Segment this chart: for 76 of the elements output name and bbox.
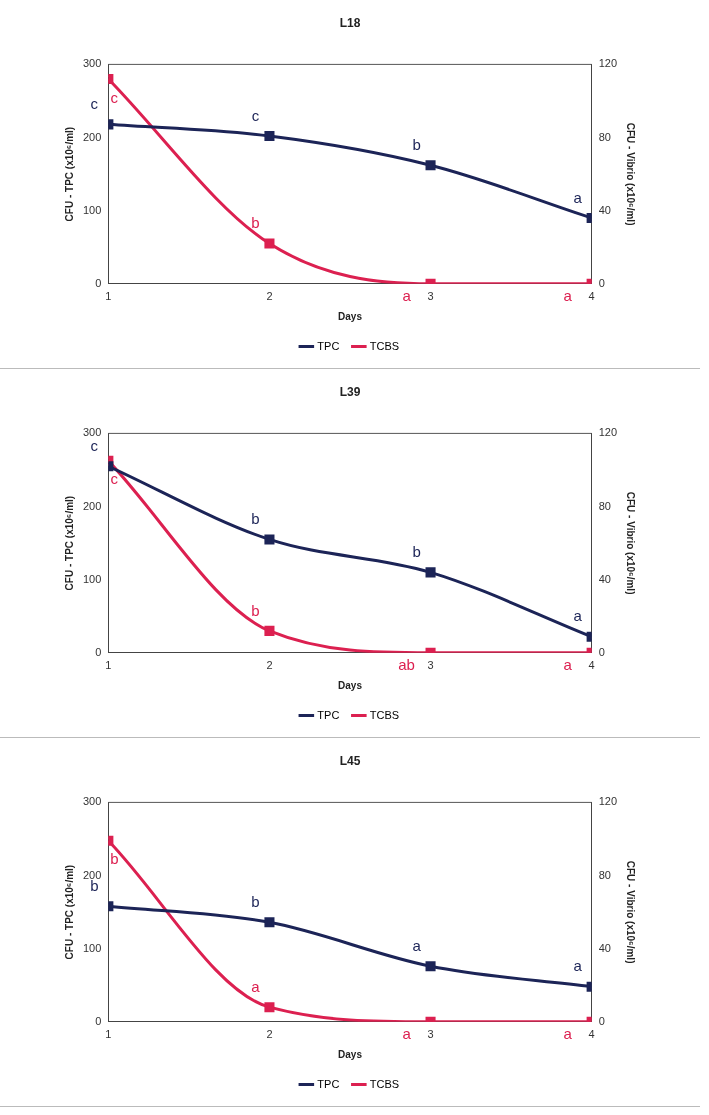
- x-tick-label: 4: [588, 290, 595, 303]
- y-tick-label: 200: [82, 130, 102, 143]
- data-label: a: [563, 1025, 573, 1043]
- y-tick-label: 100: [82, 203, 102, 216]
- x-tick-label: 3: [427, 659, 434, 672]
- y-axis-title: CFU - TPC (x10⁶/ml): [63, 126, 75, 222]
- y-tick-label: 300: [82, 426, 102, 439]
- chart-title: L39: [339, 384, 361, 399]
- y-axis-title: CFU - TPC (x10⁶/ml): [63, 495, 75, 591]
- y-tick-label: 100: [82, 572, 102, 585]
- data-label: c: [90, 95, 99, 113]
- x-tick-label: 3: [427, 1028, 434, 1041]
- y2-axis-title: CFU - Vibrio (x10⁶/ml): [625, 491, 637, 595]
- x-tick-label: 4: [588, 659, 595, 672]
- legend-label: TCBS: [369, 1077, 400, 1090]
- legend-label: TPC: [317, 1077, 340, 1090]
- x-axis-title: Days: [338, 310, 363, 322]
- y2-tick-label: 0: [598, 645, 605, 658]
- chart-title: L18: [339, 15, 361, 30]
- x-tick-label: 1: [105, 659, 112, 672]
- data-label: b: [412, 542, 421, 560]
- legend-label: TPC: [317, 708, 340, 721]
- y2-tick-label: 40: [598, 941, 611, 954]
- x-tick-label: 1: [105, 290, 112, 303]
- data-label: a: [563, 656, 573, 674]
- x-tick-label: 2: [266, 1028, 273, 1041]
- data-label: a: [573, 188, 583, 206]
- y-tick-label: 0: [95, 276, 102, 289]
- y2-tick-label: 120: [598, 426, 618, 439]
- data-label: c: [110, 470, 119, 488]
- data-label: a: [563, 287, 573, 305]
- data-label: c: [90, 436, 99, 454]
- x-tick-label: 2: [266, 659, 273, 672]
- data-label: a: [573, 957, 583, 975]
- data-label: b: [251, 214, 260, 232]
- y2-axis-title: CFU - Vibrio (x10⁶/ml): [625, 860, 637, 964]
- data-label: a: [251, 977, 261, 995]
- data-label: b: [110, 850, 119, 868]
- y-axis-title: CFU - TPC (x10⁶/ml): [63, 864, 75, 960]
- x-tick-label: 2: [266, 290, 273, 303]
- legend-label: TCBS: [369, 339, 400, 352]
- y2-tick-label: 120: [598, 795, 618, 808]
- data-label: a: [402, 1025, 412, 1043]
- chart-title: L45: [339, 753, 361, 768]
- y-tick-label: 300: [82, 795, 102, 808]
- y2-tick-label: 80: [598, 499, 611, 512]
- y2-tick-label: 40: [598, 203, 611, 216]
- data-label: a: [402, 287, 412, 305]
- y-tick-label: 0: [95, 645, 102, 658]
- y2-tick-label: 0: [598, 276, 605, 289]
- legend-label: TPC: [317, 339, 340, 352]
- y2-axis-title: CFU - Vibrio (x10⁶/ml): [625, 122, 637, 226]
- x-tick-label: 3: [427, 290, 434, 303]
- y2-tick-label: 80: [598, 130, 611, 143]
- data-label: a: [412, 936, 422, 954]
- x-axis-title: Days: [338, 1048, 363, 1060]
- data-label: a: [573, 607, 583, 625]
- data-label: b: [251, 510, 260, 528]
- data-label: b: [251, 601, 260, 619]
- data-label: b: [412, 135, 421, 153]
- y-tick-label: 200: [82, 499, 102, 512]
- data-label: c: [251, 106, 260, 124]
- y2-tick-label: 0: [598, 1014, 605, 1027]
- data-label: ab: [398, 656, 415, 674]
- y-tick-label: 100: [82, 941, 102, 954]
- data-label: c: [110, 88, 119, 106]
- x-tick-label: 4: [588, 1028, 595, 1041]
- x-axis-title: Days: [338, 679, 363, 691]
- data-label: b: [251, 892, 260, 910]
- y2-tick-label: 120: [598, 57, 618, 70]
- x-tick-label: 1: [105, 1028, 112, 1041]
- y2-tick-label: 80: [598, 868, 611, 881]
- y-tick-label: 300: [82, 57, 102, 70]
- legend-label: TCBS: [369, 708, 400, 721]
- y2-tick-label: 40: [598, 572, 611, 585]
- y-tick-label: 0: [95, 1014, 102, 1027]
